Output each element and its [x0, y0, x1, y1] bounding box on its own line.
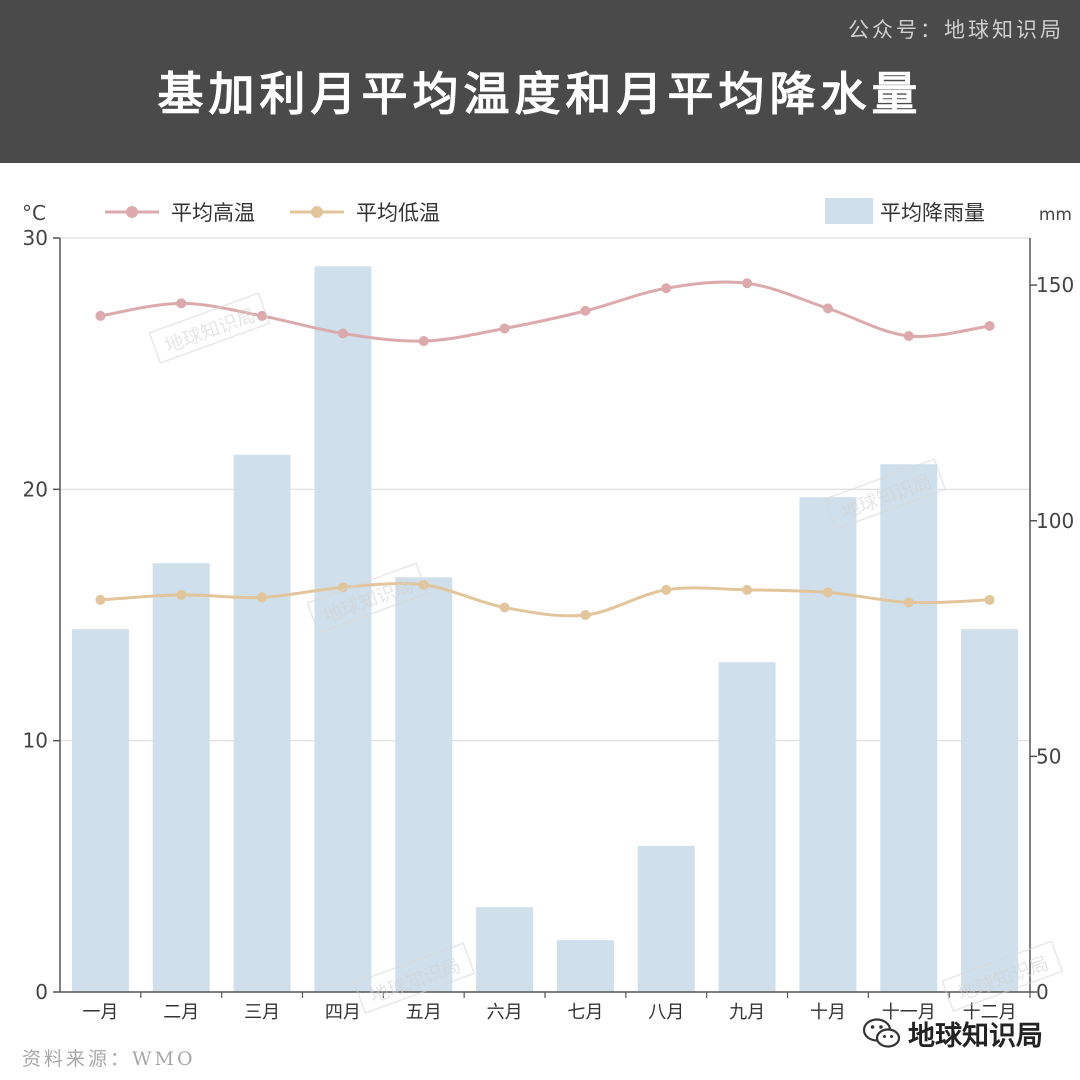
temp-point [903, 331, 914, 342]
watermark-frame [824, 458, 947, 530]
rain-bars [71, 266, 1019, 992]
x-tick-label: 十月 [810, 1002, 846, 1023]
axes: 0 10 20 30 0 50 100 150 一月 二月 三月 四月 五月 六月 七月 八月 九月 十月 十一月 十… [22, 201, 1074, 1023]
wechat-icon [862, 1017, 901, 1048]
temp-point [257, 310, 268, 321]
temp-point [95, 594, 106, 605]
x-tick-label: 三月 [244, 1002, 280, 1023]
rain-bar [556, 940, 614, 992]
temp-point [176, 589, 187, 600]
temperature-lines [95, 278, 995, 620]
rain-bar [880, 464, 938, 992]
x-tick-label: 一月 [82, 1002, 118, 1023]
temp-point [418, 336, 429, 347]
gridlines [60, 237, 1030, 742]
temp-point [984, 320, 995, 331]
legend-swatch [825, 198, 873, 224]
legend-label: 平均低温 [356, 201, 440, 225]
y-left-unit: °C [22, 201, 46, 225]
temp-point [499, 602, 510, 613]
temp-point [580, 305, 591, 316]
legend: 平均高温 平均低温 平均降雨量 [105, 198, 985, 225]
left-tick-label: 20 [23, 477, 48, 501]
left-tick-label: 30 [23, 226, 48, 250]
temp-point [580, 610, 591, 620]
x-tick-label: 十二月 [963, 1002, 1017, 1023]
x-tick-label: 十一月 [882, 1002, 936, 1023]
x-tick-label: 五月 [406, 1002, 442, 1023]
rain-bar [637, 845, 695, 992]
x-tick-label: 四月 [325, 1002, 361, 1023]
right-tick-label: 0 [1036, 980, 1049, 1004]
x-tick-label: 七月 [567, 1002, 603, 1023]
rain-bar [799, 497, 857, 992]
temp-point [661, 283, 672, 294]
rain-bar [395, 577, 453, 992]
temp-point [337, 328, 348, 339]
data-source: 资料来源：WMO [22, 1048, 196, 1070]
temp-point [984, 594, 995, 605]
temp-point [742, 278, 753, 289]
temp-point [95, 310, 106, 321]
right-tick-label: 100 [1036, 509, 1074, 533]
temp-point [257, 592, 268, 603]
watermark-frame [306, 562, 429, 634]
chart-title: 基加利月平均温度和月平均降水量 [157, 67, 923, 121]
right-tick-label: 50 [1036, 744, 1061, 768]
temp-series-line [100, 280, 990, 343]
temp-point [176, 298, 187, 309]
temp-point [742, 584, 753, 595]
legend-marker [126, 206, 138, 218]
legend-label: 平均降雨量 [880, 201, 985, 225]
brand-mark: 地球知识局 [862, 1014, 1043, 1053]
temp-series-line [100, 582, 990, 618]
account-label: 公众号：地球知识局 [848, 18, 1064, 42]
y-right-unit: mm [1039, 205, 1072, 225]
x-tick-label: 六月 [487, 1002, 523, 1023]
temp-point [499, 323, 510, 334]
x-tick-label: 八月 [648, 1002, 684, 1023]
temp-point [822, 587, 833, 598]
rain-bar [314, 266, 372, 992]
left-tick-label: 0 [35, 980, 48, 1004]
rain-bar [233, 454, 291, 992]
header-banner: 公众号：地球知识局 基加利月平均温度和月平均降水量 [0, 0, 1080, 163]
watermark-frame [148, 292, 271, 364]
watermark-frame [941, 940, 1064, 1012]
rain-bar [71, 629, 129, 992]
watermark-text: 地球知识局 [162, 304, 259, 357]
temp-point [822, 303, 833, 314]
brand-name: 地球知识局 [908, 1021, 1043, 1052]
right-tick-label: 150 [1036, 273, 1074, 297]
watermark-frame [353, 942, 476, 1014]
temp-point [661, 584, 672, 595]
rain-bar [718, 662, 776, 992]
legend-marker [311, 206, 323, 218]
temp-point [903, 597, 914, 608]
rain-bar [152, 563, 210, 992]
legend-label: 平均高温 [171, 201, 255, 225]
rain-bar [961, 629, 1019, 992]
x-tick-label: 二月 [163, 1002, 199, 1023]
left-tick-label: 10 [23, 729, 48, 753]
rain-bar [476, 907, 534, 992]
x-tick-label: 九月 [729, 1002, 765, 1023]
